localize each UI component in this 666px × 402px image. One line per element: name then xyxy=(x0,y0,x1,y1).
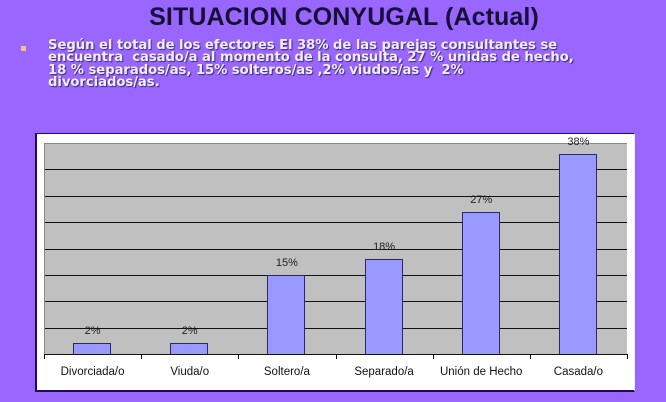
slide-title: SITUACION CONYUGAL (Actual) xyxy=(149,3,539,31)
category-label: Unión de Hecho xyxy=(439,366,523,378)
gridline xyxy=(45,222,627,224)
x-axis-tick xyxy=(141,354,143,359)
summary-line: Según el total de los efectores El 38% d… xyxy=(48,38,558,53)
bar-value-label: 2% xyxy=(181,325,198,338)
category-label: Soltero/a xyxy=(263,366,310,378)
bullet-icon xyxy=(21,46,26,51)
x-axis-tick xyxy=(529,354,531,359)
summary-line: 18 % separados/as, 15% solteros/as ,2% v… xyxy=(48,62,464,78)
gridline xyxy=(45,274,627,276)
gridline xyxy=(45,169,627,171)
summary-line: encuentra casado/a al momento de la cons… xyxy=(48,50,574,66)
gridline xyxy=(45,301,627,303)
x-axis-tick xyxy=(627,354,628,359)
gridline xyxy=(45,195,627,197)
bar xyxy=(558,153,597,354)
category-label: Divorciada/o xyxy=(60,366,125,378)
x-axis-tick xyxy=(44,354,45,359)
x-axis-tick xyxy=(335,354,337,359)
category-label: Casada/o xyxy=(553,366,604,378)
x-axis-tick xyxy=(432,354,434,359)
bar-value-label: 2% xyxy=(84,325,101,338)
bar-value-label: 15% xyxy=(275,256,298,269)
summary-text: Según el total de los efectores El 38% d… xyxy=(48,38,574,90)
bar-value-label: 27% xyxy=(470,193,493,206)
bar-value-label: 18% xyxy=(373,241,396,254)
x-axis-tick xyxy=(238,354,240,359)
bar xyxy=(461,211,500,354)
bar xyxy=(364,259,403,354)
summary-line: divorciados/as. xyxy=(48,74,160,90)
bar xyxy=(73,343,112,354)
bar-value-label: 38% xyxy=(567,135,590,148)
bar xyxy=(170,343,209,354)
category-label: Separado/a xyxy=(354,366,414,378)
bar xyxy=(267,274,306,354)
gridline xyxy=(45,327,627,329)
plot-area xyxy=(44,143,627,354)
category-label: Viuda/o xyxy=(170,366,210,378)
gridline xyxy=(45,248,627,250)
